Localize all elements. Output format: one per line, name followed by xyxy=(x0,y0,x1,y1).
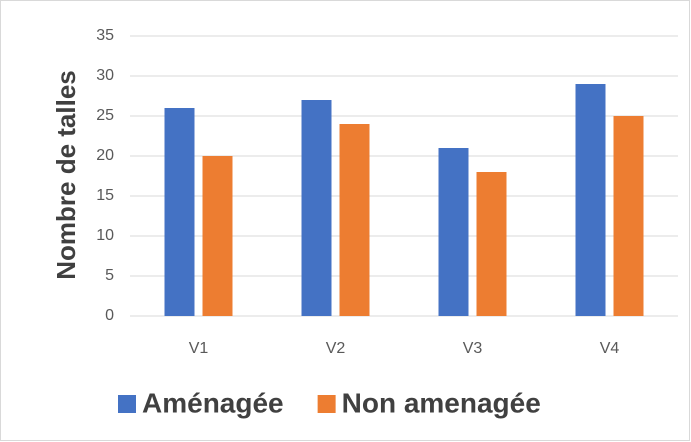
y-tick-label: 20 xyxy=(96,147,114,164)
bar xyxy=(339,124,370,316)
bar xyxy=(613,116,644,316)
bar xyxy=(301,100,332,316)
bar xyxy=(476,172,507,316)
x-tick-label: V2 xyxy=(326,340,346,357)
legend-label: Aménagée xyxy=(142,387,284,418)
y-tick-label: 25 xyxy=(96,107,114,124)
bar xyxy=(202,156,233,316)
bar xyxy=(575,84,606,316)
y-tick-label: 30 xyxy=(96,67,114,84)
y-tick-label: 35 xyxy=(96,27,114,44)
legend-swatch xyxy=(118,395,136,413)
y-tick-label: 15 xyxy=(96,187,114,204)
x-tick-label: V4 xyxy=(600,340,620,357)
bar xyxy=(164,108,195,316)
legend-label: Non amenagée xyxy=(342,387,541,418)
y-axis-label: Nombre de talles xyxy=(51,70,81,280)
y-tick-label: 0 xyxy=(105,307,114,324)
legend-swatch xyxy=(317,395,336,413)
x-tick-label: V1 xyxy=(189,340,209,357)
x-tick-label: V3 xyxy=(463,340,483,357)
bar xyxy=(438,148,469,316)
y-tick-label: 10 xyxy=(96,227,114,244)
y-tick-label: 5 xyxy=(105,267,114,284)
